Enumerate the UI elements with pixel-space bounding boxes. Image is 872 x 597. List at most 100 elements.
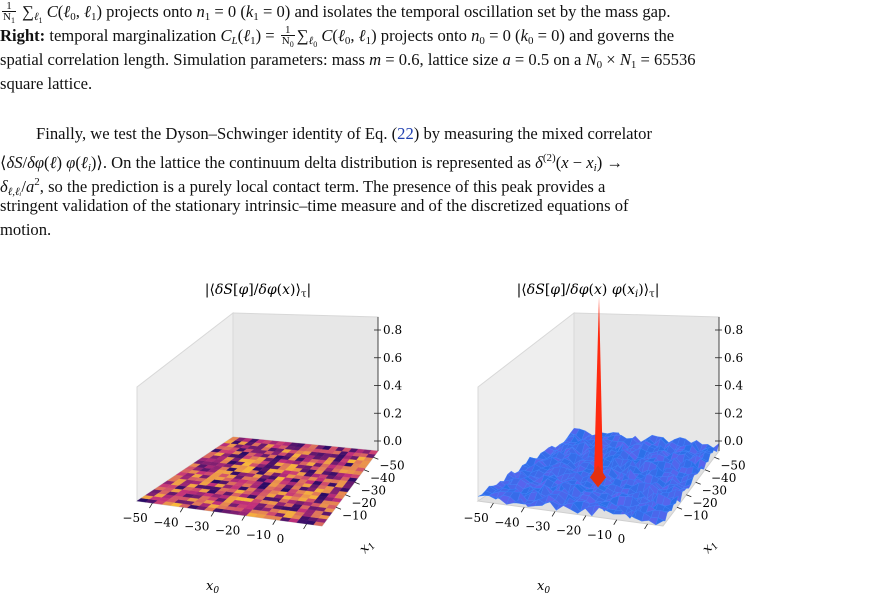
right-z-axis: 0.8 0.6 0.4 0.2 0.0: [715, 317, 743, 451]
caption-right-label: Right:: [0, 26, 46, 45]
left-3d-plot: |⟨δS[φ]/δφ(x)⟩τ| 0.80.60.40.20.0 −50 −40−…: [122, 282, 404, 596]
x1-tick-label: −30: [361, 483, 386, 497]
caption-text: spatial correlation length. Simulation p…: [0, 50, 365, 69]
z-tick-label: 0.8: [383, 323, 402, 337]
paragraph-text: Finally, we test the Dyson–Schwinger ide…: [36, 124, 398, 143]
z-tick-label: 0.2: [724, 406, 743, 420]
x1-tick: [695, 481, 701, 485]
x0-tick: [303, 523, 307, 530]
left-x0-axis: −50 −40 −30 −20 −10 0: [122, 502, 307, 546]
x0-tick: [241, 515, 246, 521]
surface-facet: [655, 517, 666, 526]
equation-link[interactable]: 22: [397, 124, 414, 143]
left-x1-axis: −10−20−30−40−50: [335, 456, 405, 522]
caption-text: projects onto: [380, 26, 467, 45]
caption-line-2: Right: temporal marginalization CL(ℓ1) =…: [0, 23, 675, 50]
peak-base: [590, 465, 607, 488]
x1-tick: [335, 506, 342, 510]
paragraph-line-4: stringent validation of the stationary i…: [0, 194, 872, 218]
caption-text: , lattice size: [419, 50, 499, 69]
x0-tick: [490, 502, 494, 509]
x1-tick-label: −40: [711, 471, 736, 485]
x0-tick-label: −20: [556, 524, 581, 538]
left-z-axis: 0.8 0.6 0.4 0.2 0.0: [374, 317, 402, 451]
caption-text: square lattice.: [0, 74, 93, 93]
right-contact-peak: [590, 296, 607, 488]
z-tick-label: 0.4: [724, 379, 743, 393]
x1-tick-label: −50: [379, 458, 404, 472]
z-tick-label: 0.6: [383, 351, 402, 365]
x0-tick-label: −20: [215, 524, 240, 538]
x1-tick-label: −40: [370, 471, 395, 485]
x0-tick-label: 0: [277, 532, 285, 546]
caption-text: and governs the: [569, 26, 675, 45]
x0-tick: [179, 507, 184, 513]
x1-tick: [676, 506, 683, 510]
x0-tick-label: −30: [525, 519, 550, 533]
z-tick-label: 0.4: [383, 379, 402, 393]
caption-line-1: 1 N1 ∑ℓ1 C(ℓ0, ℓ1) projects onto n1 = 0 (…: [2, 0, 671, 26]
x0-tick: [582, 515, 587, 521]
paragraph-line-5: motion.: [0, 218, 872, 242]
x0-tick-label: −50: [463, 511, 488, 525]
x0-tick-label: −10: [587, 528, 612, 542]
paragraph-line-1: Finally, we test the Dyson–Schwinger ide…: [0, 122, 872, 146]
x1-tick-label: −10: [342, 508, 367, 522]
x0-tick-label: −40: [494, 515, 519, 529]
caption-text: = 65536: [640, 50, 696, 69]
caption-text: on a: [553, 50, 582, 69]
peak-spike: [594, 296, 604, 476]
left-x1-label: x1: [357, 537, 378, 558]
x1-tick: [373, 456, 379, 460]
left-plot-title: |⟨δS[φ]/δφ(x)⟩τ|: [205, 282, 312, 300]
x1-tick-label: −10: [683, 508, 708, 522]
z-tick-label: 0.2: [383, 406, 402, 420]
x0-tick: [210, 511, 215, 517]
x0-tick: [149, 502, 153, 509]
x1-tick: [714, 456, 720, 460]
x1-tick-label: −20: [692, 496, 717, 510]
right-noise-surface: [477, 428, 720, 526]
right-x1-label: x1: [700, 537, 721, 558]
x1-tick: [354, 481, 360, 485]
x1-tick: [686, 494, 692, 498]
x0-tick: [644, 523, 648, 530]
x0-tick: [520, 507, 525, 513]
right-x1-axis: −10−20−30−40−50: [676, 456, 746, 522]
caption-text: projects onto: [106, 2, 193, 21]
x1-tick: [345, 494, 351, 498]
right-x0-label: x0: [537, 579, 550, 596]
right-plot-title: |⟨δS[φ]/δφ(x) φ(xi)⟩τ|: [517, 282, 660, 300]
right-x0-axis: −50 −40 −30 −20 −10 0: [463, 502, 648, 546]
x0-tick: [551, 511, 556, 517]
x1-tick-label: −30: [702, 483, 727, 497]
z-tick-label: 0.6: [724, 351, 743, 365]
caption-line-3: spatial correlation length. Simulation p…: [0, 50, 696, 71]
x0-tick-label: 0: [618, 532, 626, 546]
z-tick-label: 0.0: [724, 434, 743, 448]
paragraph-text: , so the prediction is a purely local co…: [39, 177, 606, 196]
x0-tick: [272, 519, 277, 525]
caption-text: temporal marginalization: [49, 26, 217, 45]
x0-tick: [613, 519, 618, 525]
x1-tick-label: −50: [720, 458, 745, 472]
x1-tick: [363, 469, 370, 473]
paragraph-text: stringent validation of the stationary i…: [0, 196, 629, 215]
x1-tick-label: −20: [351, 496, 376, 510]
x0-tick-label: −40: [153, 515, 178, 529]
caption-text: and isolates the temporal oscillation se…: [294, 2, 671, 21]
x0-tick-label: −50: [122, 511, 147, 525]
paragraph-text: ) by measuring the mixed correlator: [413, 124, 652, 143]
x0-tick-label: −10: [246, 528, 271, 542]
x0-tick-label: −30: [184, 519, 209, 533]
caption-line-4: square lattice.: [0, 72, 872, 96]
left-back-wall-right: [232, 312, 379, 452]
right-3d-plot: |⟨δS[φ]/δφ(x) φ(xi)⟩τ| 0.8 0.6 0.4 0.2 0.0 −…: [463, 282, 745, 596]
z-tick-label: 0.8: [724, 323, 743, 337]
paragraph-line-2: ⟨δS/δφ(ℓ) φ(ℓi)⟩. On the lattice the con…: [0, 152, 623, 174]
left-heatmap-surface: [136, 436, 379, 527]
paragraph-text: . On the lattice the continuum delta dis…: [102, 153, 531, 172]
x1-tick: [704, 469, 711, 473]
z-tick-label: 0.0: [383, 434, 402, 448]
figure-panels: |⟨δS[φ]/δφ(x)⟩τ| 0.80.60.40.20.0 −50 −40−…: [122, 282, 745, 596]
